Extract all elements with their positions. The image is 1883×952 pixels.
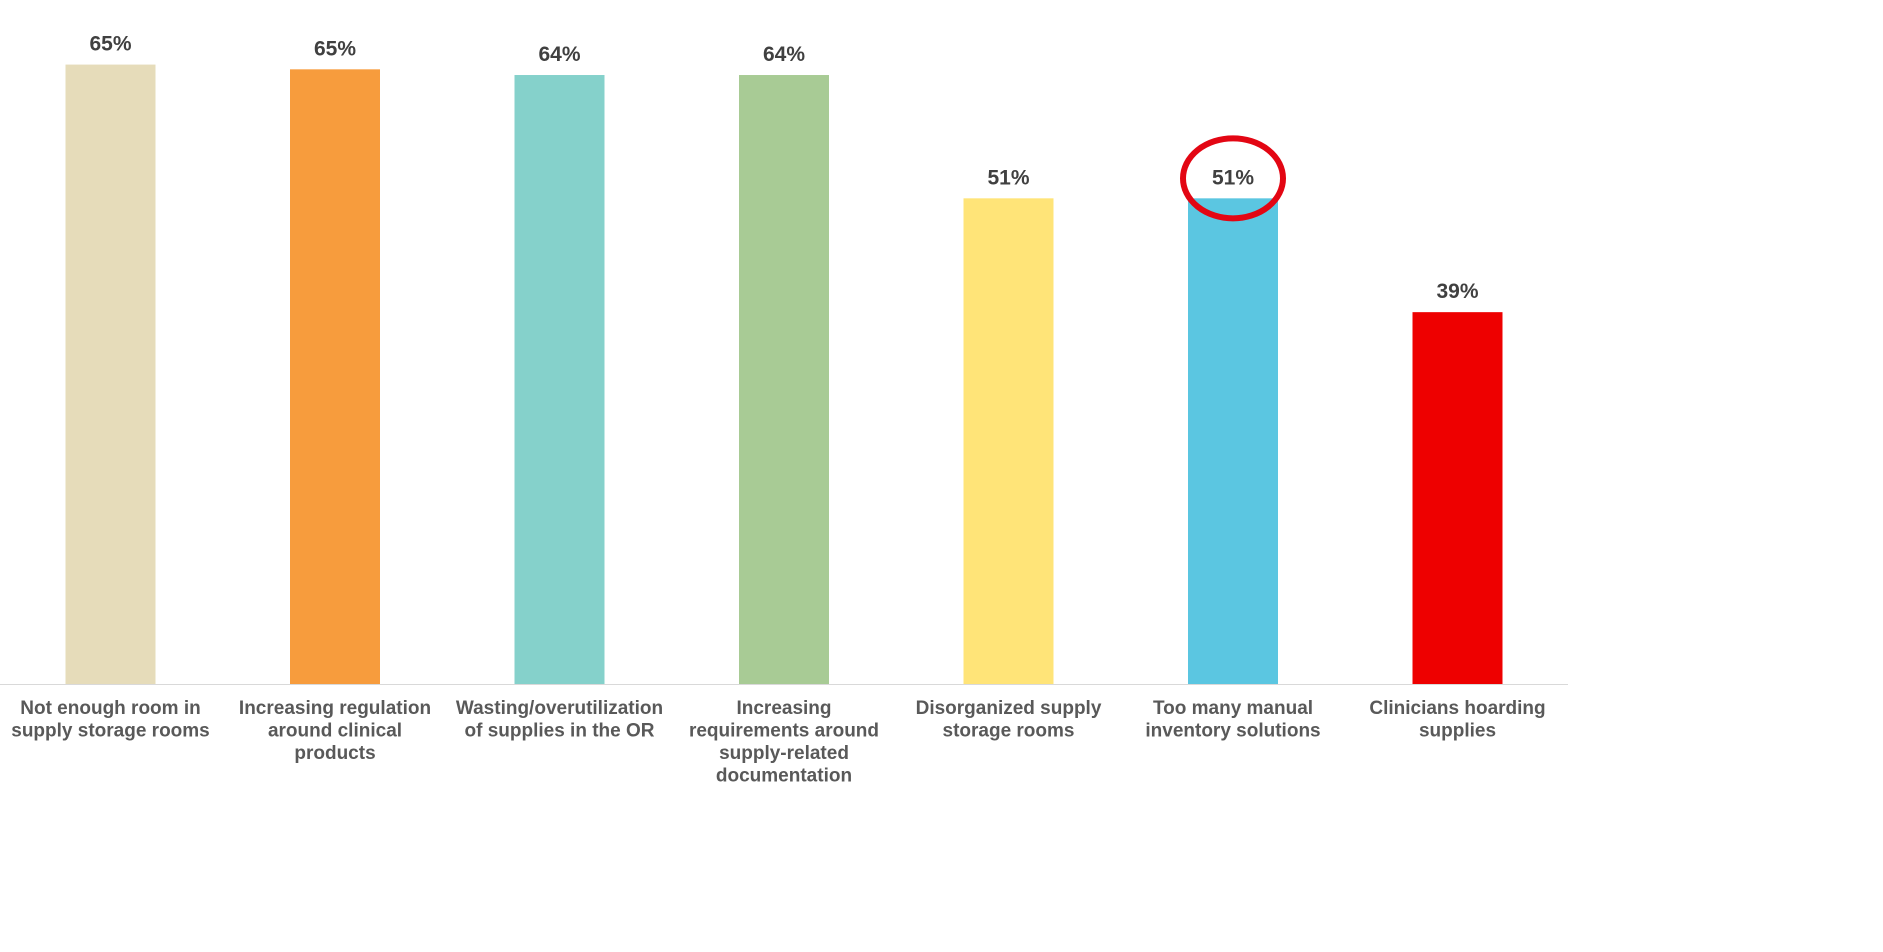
bar-2 bbox=[290, 69, 380, 685]
category-label: Disorganized supply storage rooms bbox=[916, 698, 1102, 742]
bars-layer bbox=[65, 64, 1503, 685]
category-label-line: Clinicians hoarding bbox=[1369, 698, 1545, 719]
labels-layer: 65% Not enough room in supply storage room… bbox=[11, 33, 1545, 787]
category-label-line: of supplies in the OR bbox=[464, 721, 654, 742]
category-label-line: Disorganized supply bbox=[916, 698, 1102, 719]
category-label-line: supply storage rooms bbox=[11, 721, 210, 742]
bar-value-label: 39% bbox=[1436, 280, 1478, 303]
bar-value-label: 51% bbox=[987, 166, 1029, 189]
bar-5 bbox=[963, 198, 1054, 684]
category-label-line: supply-related bbox=[719, 743, 849, 764]
highlight-circle bbox=[1180, 135, 1286, 222]
bar-4 bbox=[739, 75, 829, 684]
bar-3 bbox=[514, 75, 605, 684]
category-label-line: storage rooms bbox=[943, 721, 1075, 742]
category-label: Not enough room in supply storage rooms bbox=[11, 698, 210, 742]
bar-1 bbox=[65, 64, 156, 684]
category-label: Clinicians hoarding supplies bbox=[1369, 698, 1545, 742]
category-label-line: Not enough room in bbox=[20, 698, 200, 719]
bar-chart: 65% Not enough room in supply storage room… bbox=[0, 33, 1568, 787]
category-label-line: Increasing regulation bbox=[239, 698, 431, 719]
category-label-line: supplies bbox=[1419, 721, 1496, 742]
category-label-line: products bbox=[294, 743, 375, 764]
category-label-line: Increasing bbox=[736, 698, 831, 719]
category-label-line: Wasting/overutilization bbox=[456, 698, 663, 719]
bar-value-label: 64% bbox=[538, 43, 580, 66]
category-label-line: documentation bbox=[716, 766, 852, 787]
bar-value-label: 65% bbox=[89, 33, 131, 56]
bar-6 bbox=[1188, 198, 1278, 684]
category-label: Too many manual inventory solutions bbox=[1145, 698, 1320, 742]
category-label: Increasing requirements around supply-rela… bbox=[689, 698, 879, 787]
category-label: Wasting/overutilization of supplies in th… bbox=[456, 698, 663, 742]
category-label-line: requirements around bbox=[689, 721, 879, 742]
category-label-line: inventory solutions bbox=[1145, 721, 1320, 742]
bar-value-label: 64% bbox=[763, 43, 805, 66]
bar-value-label: 65% bbox=[314, 37, 356, 60]
bar-value-label: 51% bbox=[1212, 166, 1254, 189]
category-label: Increasing regulation around clinical prod… bbox=[239, 698, 431, 764]
category-label-line: around clinical bbox=[268, 721, 402, 742]
category-label-line: Too many manual bbox=[1153, 698, 1313, 719]
bar-7 bbox=[1412, 312, 1503, 684]
